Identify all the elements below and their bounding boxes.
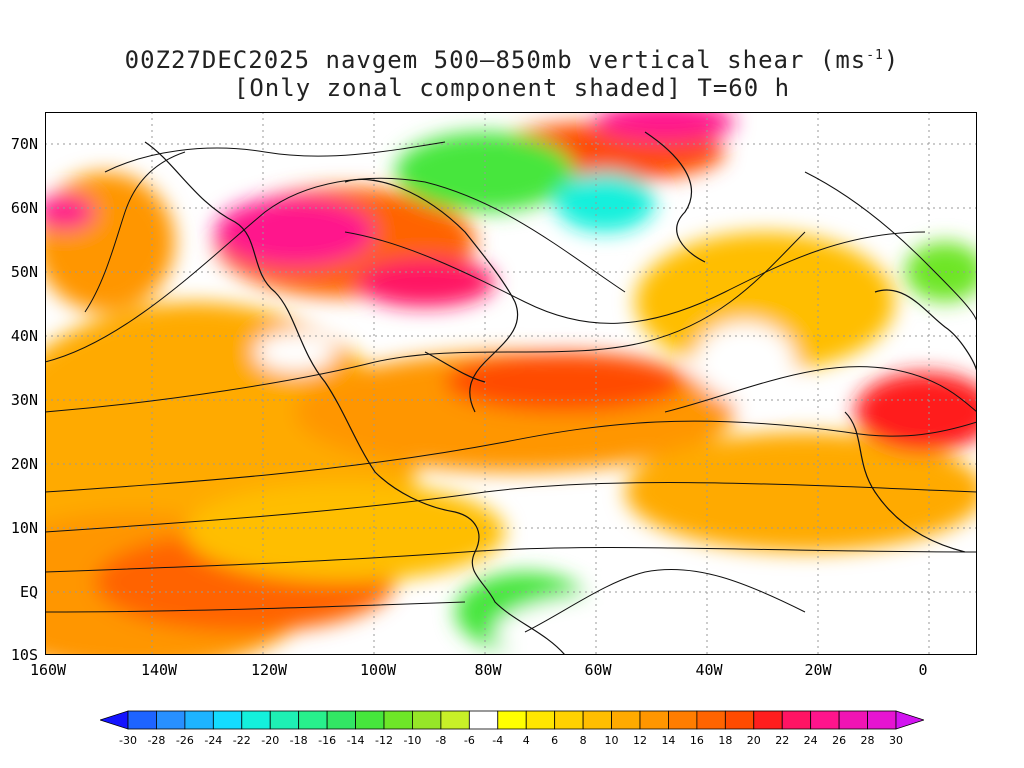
colorbar-tick-label: 22: [775, 734, 790, 747]
map-title-line2: [Only zonal component shaded] T=60 h: [233, 74, 791, 102]
colorbar-swatch: [298, 710, 328, 730]
colorbar-tick-label: -10: [403, 734, 422, 747]
colorbar-tick-label: -12: [375, 734, 393, 747]
map-title-line1: 00Z27DEC2025 navgem 500–850mb vertical s…: [124, 46, 900, 74]
colorbar-tick-label: -6: [463, 734, 475, 747]
colorbar-tick-label: 18: [718, 734, 733, 747]
lon-label-60w: 60W: [584, 661, 612, 679]
colorbar-swatch: [497, 710, 527, 730]
colorbar-swatch: [241, 710, 271, 730]
colorbar-tick-label: -4: [492, 734, 504, 747]
colorbar-tick-label: -30: [119, 734, 137, 747]
colorbar-tick-label: 6: [551, 734, 559, 747]
colorbar-swatch: [810, 710, 840, 730]
colorbar-swatch: [127, 710, 157, 730]
lat-label-10s: 10S: [10, 646, 38, 664]
colorbar-swatch: [525, 710, 556, 730]
colorbar-swatch: [355, 710, 385, 730]
colorbar-swatch: [269, 710, 300, 730]
colorbar-tick-label: 16: [689, 734, 704, 747]
colorbar-swatch: [895, 710, 924, 730]
colorbar-tick-label: 10: [604, 734, 619, 747]
lon-label-140w: 140W: [140, 661, 178, 679]
colorbar-swatch: [100, 710, 129, 730]
colorbar-swatch: [753, 710, 783, 730]
lon-label-100w: 100W: [359, 661, 397, 679]
lat-label-20n: 20N: [10, 455, 38, 473]
lat-label-40n: 40N: [10, 327, 38, 345]
shear-shading: [45, 112, 977, 655]
colorbar-swatch: [326, 710, 356, 730]
colorbar-swatch: [383, 710, 413, 730]
lat-label-70n: 70N: [10, 135, 38, 153]
colorbar-swatch: [412, 710, 442, 730]
colorbar-tick-label: -26: [175, 734, 194, 747]
colorbar: [100, 710, 924, 730]
colorbar-swatch: [184, 710, 214, 730]
colorbar-tick-label: 26: [832, 734, 847, 747]
colorbar-tick-label: -18: [289, 734, 308, 747]
colorbar-swatch: [611, 710, 641, 730]
colorbar-swatch: [156, 710, 186, 730]
map-frame: [45, 112, 977, 655]
colorbar-tick-label: -28: [147, 734, 166, 747]
colorbar-swatch: [639, 710, 669, 730]
lat-label-30n: 30N: [10, 391, 38, 409]
colorbar-tick-label: -14: [346, 734, 365, 747]
colorbar-tick-label: -8: [435, 734, 447, 747]
colorbar-swatch: [440, 710, 470, 730]
colorbar-tick-label: 28: [860, 734, 875, 747]
colorbar-tick-label: 24: [803, 734, 818, 747]
colorbar-swatch: [724, 710, 755, 730]
lon-label-120w: 120W: [250, 661, 288, 679]
graticule: [45, 112, 977, 655]
colorbar-swatch: [554, 710, 584, 730]
colorbar-tick-label: -22: [232, 734, 251, 747]
lon-label-80w: 80W: [474, 661, 502, 679]
colorbar-tick-label: 12: [633, 734, 647, 747]
lat-label-60n: 60N: [10, 199, 38, 217]
colorbar-tick-label: 30: [889, 734, 903, 747]
colorbar-tick-label: -16: [318, 734, 337, 747]
lon-label-40w: 40W: [695, 661, 723, 679]
colorbar-tick-label: 4: [522, 734, 530, 747]
colorbar-tick-label: 14: [661, 734, 676, 747]
streamlines: [45, 141, 977, 633]
lon-label-20w: 20W: [804, 661, 832, 679]
colorbar-swatch: [838, 710, 868, 730]
colorbar-swatch: [668, 710, 698, 730]
colorbar-swatch: [867, 710, 897, 730]
lat-label-10n: 10N: [10, 519, 38, 537]
colorbar-tick-label: -20: [261, 734, 280, 747]
colorbar-tick-label: 20: [746, 734, 761, 747]
colorbar-swatch: [781, 710, 812, 730]
colorbar-swatch: [468, 710, 499, 730]
shear-map: [45, 112, 977, 655]
colorbar-tick-label: 8: [579, 734, 587, 747]
colorbar-swatch: [696, 710, 726, 730]
colorbar-tick-label: -24: [204, 734, 223, 747]
lat-label-eq: EQ: [19, 583, 38, 601]
colorbar-swatch: [212, 710, 243, 730]
colorbar-swatch: [582, 710, 612, 730]
lon-label-160w: 160W: [29, 661, 67, 679]
lat-label-50n: 50N: [10, 263, 38, 281]
lon-label-0: 0: [918, 661, 928, 679]
